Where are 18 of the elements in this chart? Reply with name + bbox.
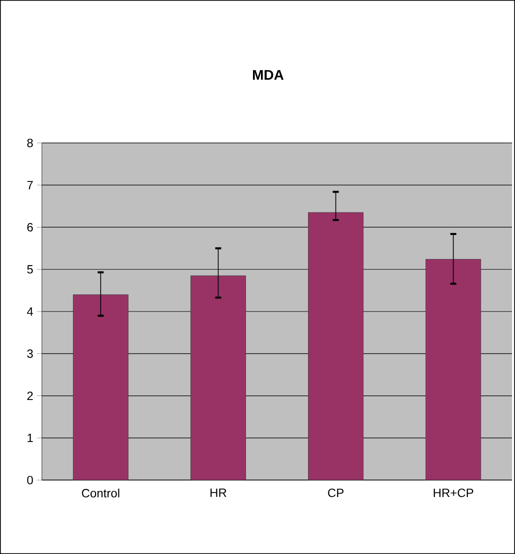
bar — [426, 259, 482, 480]
bar — [308, 212, 364, 480]
chart-title: MDA — [252, 70, 284, 80]
bar — [72, 294, 128, 480]
y-tick-label: 6 — [27, 222, 33, 232]
y-tick-label: 5 — [27, 265, 33, 274]
x-tick-label: CP — [328, 488, 344, 498]
y-tick-label: 1 — [28, 434, 33, 442]
bar — [190, 275, 246, 480]
y-tick-label: 3 — [27, 349, 33, 358]
y-tick-label: 7 — [27, 180, 33, 190]
y-tick-label: 8 — [27, 138, 33, 148]
y-tick-label: 4 — [26, 307, 34, 316]
x-tick-label: Control — [82, 488, 120, 498]
y-tick-label: 2 — [27, 392, 33, 400]
x-tick-label: HR — [210, 488, 226, 497]
y-tick-label: 0 — [27, 476, 33, 484]
x-tick-label: HR+CP — [434, 488, 474, 498]
